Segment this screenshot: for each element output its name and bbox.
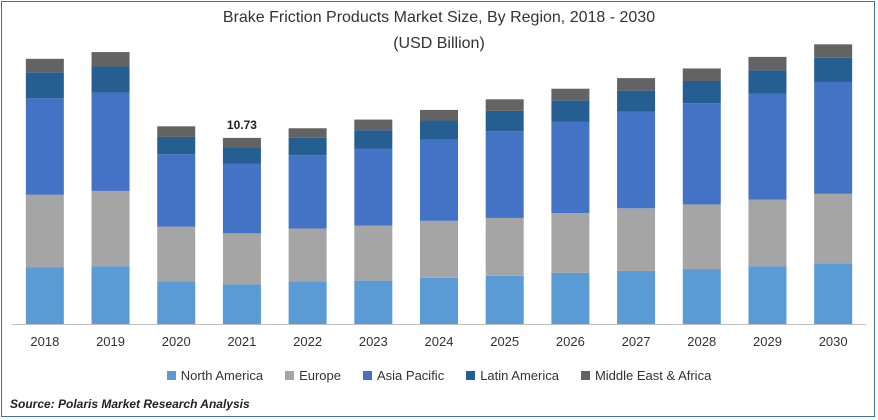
bar-segment-latin-america-2029 xyxy=(748,70,787,94)
bar-segment-europe-2022 xyxy=(288,228,327,282)
bar-segment-asia-pacific-2023 xyxy=(354,148,393,226)
x-tick-label-2021: 2021 xyxy=(227,334,256,349)
legend-swatch-north-america xyxy=(166,370,176,380)
bar-segment-asia-pacific-2022 xyxy=(288,155,327,229)
bar-segment-middle-east-africa-2026 xyxy=(551,88,590,101)
x-tick-label-2026: 2026 xyxy=(556,334,585,349)
legend-swatch-latin-america xyxy=(466,370,476,380)
bar-segment-middle-east-africa-2024 xyxy=(420,109,458,121)
bar-segment-latin-america-2025 xyxy=(485,110,524,132)
bar-segment-europe-2026 xyxy=(551,213,590,273)
x-tick-label-2019: 2019 xyxy=(96,334,125,349)
bar-segment-north-america-2021 xyxy=(222,284,261,324)
x-tick-label-2020: 2020 xyxy=(162,334,191,349)
bar-segment-europe-2024 xyxy=(420,220,458,278)
bar-segment-latin-america-2028 xyxy=(682,81,721,104)
bar-segment-middle-east-africa-2022 xyxy=(288,128,327,138)
bar-segment-middle-east-africa-2019 xyxy=(91,52,130,67)
bar-segment-north-america-2023 xyxy=(354,280,393,324)
bar-segment-europe-2019 xyxy=(91,190,130,267)
bar-segment-north-america-2018 xyxy=(25,267,64,324)
legend-item-middle-east-africa: Middle East & Africa xyxy=(580,366,712,384)
bar-segment-europe-2020 xyxy=(157,226,196,282)
legend-item-latin-america: Latin America xyxy=(466,366,559,384)
bar-segment-latin-america-2021 xyxy=(222,147,261,164)
bar-segment-asia-pacific-2024 xyxy=(420,139,458,221)
legend-swatch-asia-pacific xyxy=(363,370,372,380)
source-note: Source: Polaris Market Research Analysis xyxy=(10,397,250,411)
legend-item-asia-pacific: Asia Pacific xyxy=(363,366,444,384)
bar-segment-north-america-2019 xyxy=(91,266,130,324)
bar-segment-asia-pacific-2025 xyxy=(485,131,524,218)
bar-segment-latin-america-2023 xyxy=(354,130,393,149)
bar-segment-europe-2030 xyxy=(814,193,853,264)
bar-segment-middle-east-africa-2020 xyxy=(157,126,196,137)
x-tick-label-2027: 2027 xyxy=(622,334,651,349)
bar-segment-europe-2021 xyxy=(222,233,261,285)
legend-label-middle-east-africa: Middle East & Africa xyxy=(594,367,712,383)
chart-title: Brake Friction Products Market Size, By … xyxy=(222,9,656,26)
x-tick-label-2030: 2030 xyxy=(819,334,848,349)
data-label-2021: 10.73 xyxy=(227,118,257,132)
bar-segment-europe-2028 xyxy=(682,204,721,270)
legend-item-europe: Europe xyxy=(285,366,341,384)
bar-segment-latin-america-2020 xyxy=(157,136,196,155)
bar-segment-asia-pacific-2030 xyxy=(814,81,853,194)
legend-label-north-america: North America xyxy=(180,367,264,383)
x-tick-label-2024: 2024 xyxy=(425,334,454,349)
bar-segment-latin-america-2024 xyxy=(420,120,458,140)
legend-swatch-middle-east-africa xyxy=(580,370,590,380)
bar-segment-middle-east-africa-2030 xyxy=(814,44,853,58)
bar-segment-north-america-2022 xyxy=(288,281,327,324)
bar-segment-latin-america-2018 xyxy=(25,72,64,99)
bar-segment-north-america-2020 xyxy=(157,281,196,324)
bar-segment-asia-pacific-2029 xyxy=(748,93,787,200)
bar-segment-middle-east-africa-2021 xyxy=(222,137,261,148)
chart-subtitle: (USD Billion) xyxy=(393,35,485,52)
bar-segment-europe-2023 xyxy=(354,225,393,281)
bar-segment-middle-east-africa-2023 xyxy=(354,119,393,131)
bar-segment-north-america-2030 xyxy=(814,263,853,324)
x-tick-label-2029: 2029 xyxy=(753,334,782,349)
bar-segment-asia-pacific-2020 xyxy=(157,154,196,227)
bar-segment-latin-america-2019 xyxy=(91,66,130,93)
bar-segment-asia-pacific-2018 xyxy=(25,98,64,195)
bar-segment-latin-america-2030 xyxy=(814,57,853,82)
bar-segment-asia-pacific-2028 xyxy=(682,103,721,205)
bar-segment-north-america-2027 xyxy=(617,270,656,324)
bar-segment-north-america-2024 xyxy=(420,277,458,324)
bar-segment-middle-east-africa-2029 xyxy=(748,56,787,71)
bar-segment-north-america-2025 xyxy=(485,275,524,324)
x-tick-label-2028: 2028 xyxy=(687,334,716,349)
bar-segment-middle-east-africa-2025 xyxy=(485,99,524,111)
x-tick-label-2023: 2023 xyxy=(359,334,388,349)
bar-segment-middle-east-africa-2028 xyxy=(682,68,721,81)
x-tick-label-2022: 2022 xyxy=(293,334,322,349)
bar-segment-asia-pacific-2019 xyxy=(91,92,130,191)
bar-segment-north-america-2029 xyxy=(748,266,787,324)
legend-swatch-europe xyxy=(285,370,295,380)
bar-segment-asia-pacific-2026 xyxy=(551,121,590,214)
bar-segment-europe-2027 xyxy=(617,208,656,271)
legend-label-europe: Europe xyxy=(299,367,341,383)
bar-segment-middle-east-africa-2027 xyxy=(617,78,656,91)
bar-segment-middle-east-africa-2018 xyxy=(25,58,64,73)
bar-segment-north-america-2026 xyxy=(551,272,590,324)
x-tick-label-2025: 2025 xyxy=(490,334,519,349)
bar-segment-asia-pacific-2021 xyxy=(222,163,261,234)
bar-segment-north-america-2028 xyxy=(682,269,721,324)
legend-item-north-america: North America xyxy=(166,366,264,384)
bar-segment-latin-america-2026 xyxy=(551,100,590,122)
legend: North America Europe Asia Pacific Latin Ame… xyxy=(0,366,878,384)
legend-label-latin-america: Latin America xyxy=(480,367,559,383)
x-tick-label-2018: 2018 xyxy=(30,334,59,349)
bar-segment-asia-pacific-2027 xyxy=(617,111,656,209)
bar-segment-europe-2029 xyxy=(748,199,787,267)
bar-segment-latin-america-2022 xyxy=(288,137,327,156)
bar-segment-europe-2025 xyxy=(485,217,524,276)
bar-segment-latin-america-2027 xyxy=(617,90,656,112)
legend-label-asia-pacific: Asia Pacific xyxy=(377,367,445,383)
bar-segment-europe-2018 xyxy=(25,194,64,268)
